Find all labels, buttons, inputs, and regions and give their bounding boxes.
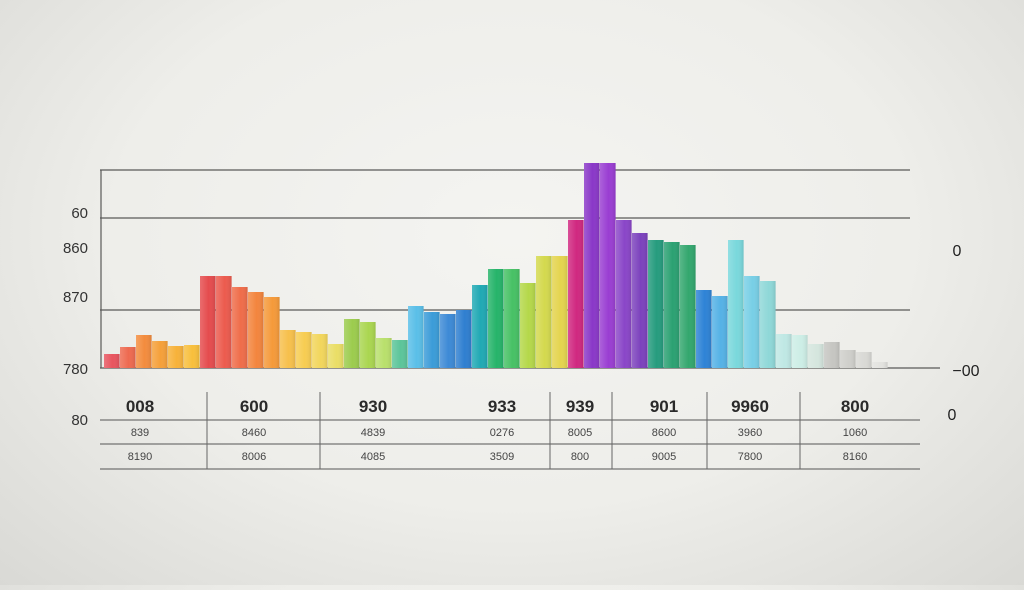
bar-shading (296, 332, 312, 368)
table-header-cell: 933 (488, 397, 516, 416)
table-header-cell: 600 (240, 397, 268, 416)
y-tick-label: 860 (63, 240, 88, 257)
bar-shading (488, 269, 504, 368)
table-cell: 3509 (490, 451, 514, 463)
table-cell: 4085 (361, 451, 385, 463)
bar-shading (856, 352, 872, 368)
bar-shading (680, 245, 696, 368)
table-header-cell: 008 (126, 397, 154, 416)
table-cell: 8005 (568, 427, 592, 439)
right-tick-label: −00 (952, 363, 979, 380)
table-cell: 8600 (652, 427, 676, 439)
table-cell: 1060 (843, 427, 867, 439)
bar-shading (328, 344, 344, 368)
bar-shading (424, 312, 440, 368)
bar-shading (104, 354, 120, 368)
bar-shading (312, 334, 328, 368)
bar-shading (712, 296, 728, 368)
bar-shading (120, 347, 136, 368)
bar-shading (184, 345, 200, 368)
table-header-cell: 930 (359, 397, 387, 416)
bar-shading (344, 319, 360, 368)
right-tick-label: 0 (948, 407, 957, 424)
table-cell: 9005 (652, 451, 676, 463)
bar-shading (616, 220, 632, 368)
right-tick-label: 0 (953, 243, 962, 260)
bar-shading (376, 338, 392, 368)
bar-shading (568, 220, 584, 368)
bar-shading (456, 310, 472, 368)
bar-shading (728, 240, 744, 368)
bar-shading (840, 350, 856, 368)
bar-shading (824, 342, 840, 368)
bar-shading (776, 334, 792, 368)
bar-shading (280, 330, 296, 368)
bar-shading (152, 341, 168, 368)
data-table: 008 600 930 933 939 901 9960 800 839 8460 4839 0276… (100, 392, 920, 470)
bar-shading (392, 340, 408, 368)
bar-shading (504, 269, 520, 368)
table-header-cell: 800 (841, 397, 869, 416)
table-cell: 8006 (242, 451, 266, 463)
bar-shading (696, 290, 712, 368)
bar-shading (136, 335, 152, 368)
bar-shading (168, 346, 184, 368)
bar-shading (600, 163, 616, 368)
table-cell: 4839 (361, 427, 385, 439)
table-cell: 8460 (242, 427, 266, 439)
chart-bars (104, 163, 888, 368)
bar-shading (360, 322, 376, 368)
bar-shading (648, 240, 664, 368)
right-axis-labels: 0 −00 0 (948, 243, 980, 424)
table-cell: 0276 (490, 427, 514, 439)
bar-shading (200, 276, 216, 368)
bar-shading (520, 283, 536, 368)
table-cell: 800 (571, 451, 589, 463)
table-header-cell: 901 (650, 397, 678, 416)
table-cell: 7800 (738, 451, 762, 463)
table-cell: 8190 (128, 451, 152, 463)
bar-shading (216, 276, 232, 368)
bar-shading (872, 362, 888, 368)
bar-shading (584, 163, 600, 368)
bar-shading (248, 292, 264, 368)
bar-shading (744, 276, 760, 368)
table-cell: 3960 (738, 427, 762, 439)
table-cell: 839 (131, 427, 149, 439)
bar-shading (792, 335, 808, 368)
bar-shading (760, 281, 776, 368)
bar-shading (632, 233, 648, 368)
bar-shading (264, 297, 280, 368)
table-header-cell: 9960 (731, 397, 769, 416)
table-header-cell: 939 (566, 397, 594, 416)
bar-shading (536, 256, 552, 368)
bar-shading (440, 314, 456, 368)
y-tick-label: 780 (63, 361, 88, 378)
y-tick-label: 60 (71, 205, 88, 222)
bar-shading (408, 306, 424, 368)
left-axis-labels: 60 860 870 780 80 (63, 205, 88, 429)
bar-shading (664, 242, 680, 368)
bar-shading (472, 285, 488, 368)
y-tick-label: 80 (71, 412, 88, 429)
table-cell: 8160 (843, 451, 867, 463)
bar-shading (808, 344, 824, 368)
y-tick-label: 870 (63, 289, 88, 306)
bar-shading (552, 256, 568, 368)
bar-shading (232, 287, 248, 368)
